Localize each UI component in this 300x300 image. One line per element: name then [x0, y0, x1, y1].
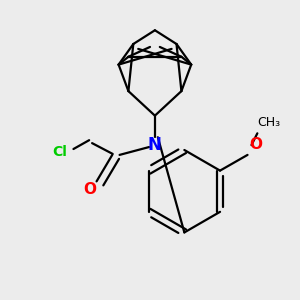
Text: N: N [148, 136, 162, 154]
Text: Cl: Cl [52, 145, 67, 159]
Text: CH₃: CH₃ [257, 116, 280, 129]
Text: O: O [250, 137, 262, 152]
Text: O: O [84, 182, 97, 197]
